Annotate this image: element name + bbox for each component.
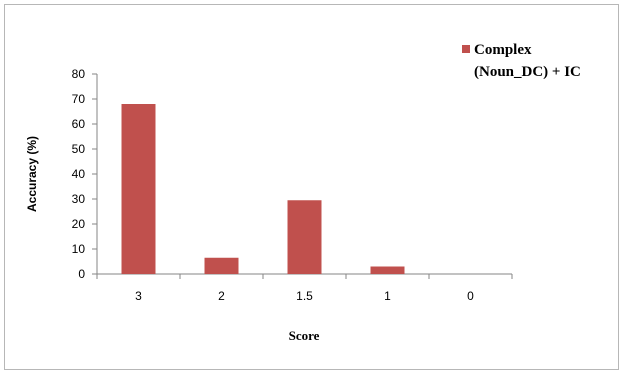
legend-label-line-2: (Noun_DC) + IC [474,64,581,80]
y-tick-labels: 0 10 20 30 40 50 60 70 80 [72,67,86,281]
y-tick-label: 60 [72,117,86,131]
y-axis-title: Accuracy (%) [25,136,39,212]
y-tick-label: 30 [72,192,86,206]
legend-swatch [462,45,470,53]
x-tick-label: 1.5 [296,289,313,303]
x-tick-label: 1 [384,289,391,303]
x-tick-label: 3 [135,289,142,303]
legend: Complex (Noun_DC) + IC [462,42,581,80]
y-tick-label: 80 [72,67,86,81]
y-tick-label: 10 [72,242,86,256]
chart-frame [4,4,619,370]
x-axis-title: Score [289,328,320,343]
y-tick-label: 40 [72,167,86,181]
x-tick-label: 2 [218,289,225,303]
y-tick-label: 0 [78,267,85,281]
x-tick-labels: 3 2 1.5 1 0 [135,289,474,303]
bar [370,266,405,274]
bars [121,104,405,274]
bar [204,257,239,274]
y-tick-label: 50 [72,142,86,156]
bar [121,104,156,274]
legend-label-line-1: Complex [474,42,532,58]
bar [287,200,322,274]
y-tick-label: 70 [72,92,86,106]
y-tick-label: 20 [72,217,86,231]
x-tick-label: 0 [467,289,474,303]
